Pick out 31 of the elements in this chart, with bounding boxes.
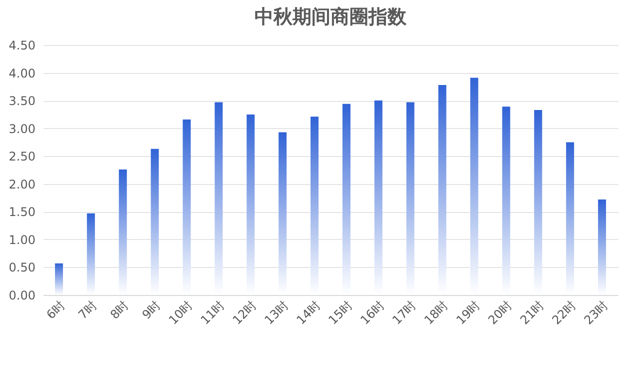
y-tick-label: 2.50 [8, 150, 36, 164]
y-tick-label: 0.00 [8, 288, 36, 302]
x-tick-label: 7时 [76, 298, 100, 322]
y-tick-label: 1.00 [8, 232, 36, 247]
x-tick-label: 11时 [198, 298, 228, 328]
y-tick-label: 4.00 [8, 66, 36, 80]
y-tick-label: 0.50 [8, 260, 36, 275]
y-tick-label: 1.50 [8, 205, 36, 220]
x-tick-label: 20时 [485, 298, 515, 328]
bar [86, 213, 95, 295]
x-tick-label: 23时 [581, 298, 611, 328]
x-tick-label: 16时 [358, 298, 387, 328]
x-tick-label: 15时 [326, 298, 355, 328]
y-tick-label: 3.00 [8, 122, 36, 136]
x-tick-label: 22时 [549, 298, 579, 328]
x-tick-label: 9时 [140, 298, 164, 322]
bar [54, 263, 63, 295]
x-tick-label: 10时 [166, 298, 196, 328]
x-tick-label: 14时 [294, 298, 324, 328]
y-tick-label: 2.00 [8, 177, 36, 192]
x-tick-label: 21时 [517, 298, 547, 328]
x-tick-label: 17时 [390, 298, 419, 328]
x-tick-label: 19时 [454, 298, 483, 328]
x-tick-label: 8时 [108, 298, 132, 322]
x-tick-label: 13时 [262, 298, 292, 328]
x-tick-label: 6时 [44, 298, 68, 322]
chart-title: 中秋期间商圈指数 [254, 6, 408, 28]
x-tick-label: 12时 [230, 298, 260, 328]
x-tick-label: 18时 [422, 298, 451, 328]
y-tick-label: 4.50 [8, 38, 36, 52]
y-tick-label: 3.50 [8, 94, 36, 108]
